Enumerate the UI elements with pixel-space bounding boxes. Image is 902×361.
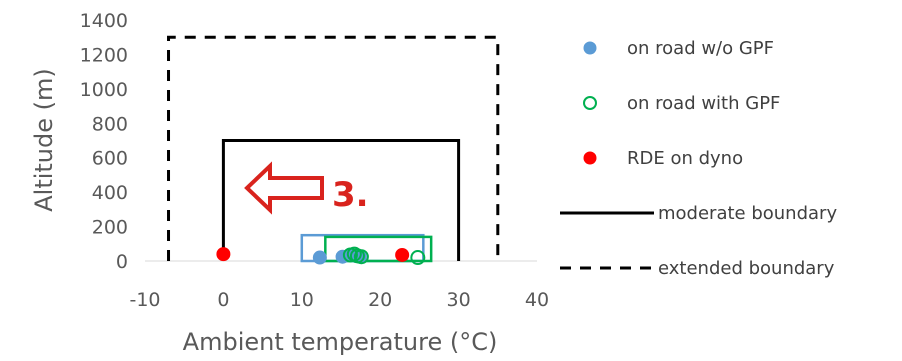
annotation-group: 3. [244,161,369,215]
y-tick-label: 1400 [80,10,128,32]
legend-marker [583,96,597,110]
data-point [216,247,231,262]
moderate-boundary-line [221,139,461,261]
legend-marker [583,41,597,55]
legend-label: moderate boundary [658,203,837,224]
y-tick-label: 400 [92,182,128,204]
y-tick-label: 200 [92,217,128,239]
data-points [216,246,426,266]
y-axis-label: Altitude (m) [30,68,58,212]
x-axis-label: Ambient temperature (°C) [183,328,498,356]
cluster-rectangle [324,235,433,263]
legend-label: extended boundary [658,258,835,279]
extended-boundary-line [167,35,500,261]
x-tick-label: 20 [368,289,392,311]
y-tick-label: 800 [92,113,128,135]
legend-label: on road w/o GPF [627,38,774,59]
y-tick-label: 1200 [80,44,128,66]
x-tick-label: 40 [525,289,549,311]
legend-label: RDE on dyno [627,148,743,169]
x-tick-label: 0 [217,289,229,311]
data-point [312,250,327,265]
legend-label: on road with GPF [627,93,780,114]
x-tick-label: 30 [447,289,471,311]
data-point [353,249,369,265]
data-point [410,250,426,266]
y-tick-label: 1000 [80,79,128,101]
legend: on road w/o GPF on road with GPF RDE on dy… [560,38,837,279]
boundary-lines [167,35,500,261]
x-tick-label: 10 [290,289,314,311]
annotation-arrow-icon [244,161,324,215]
data-point [395,247,410,262]
y-tick-label: 0 [116,251,128,273]
annotation-label: 3. [332,175,369,215]
legend-marker [583,151,597,165]
x-tick-label: -10 [129,289,160,311]
y-tick-label: 600 [92,148,128,170]
